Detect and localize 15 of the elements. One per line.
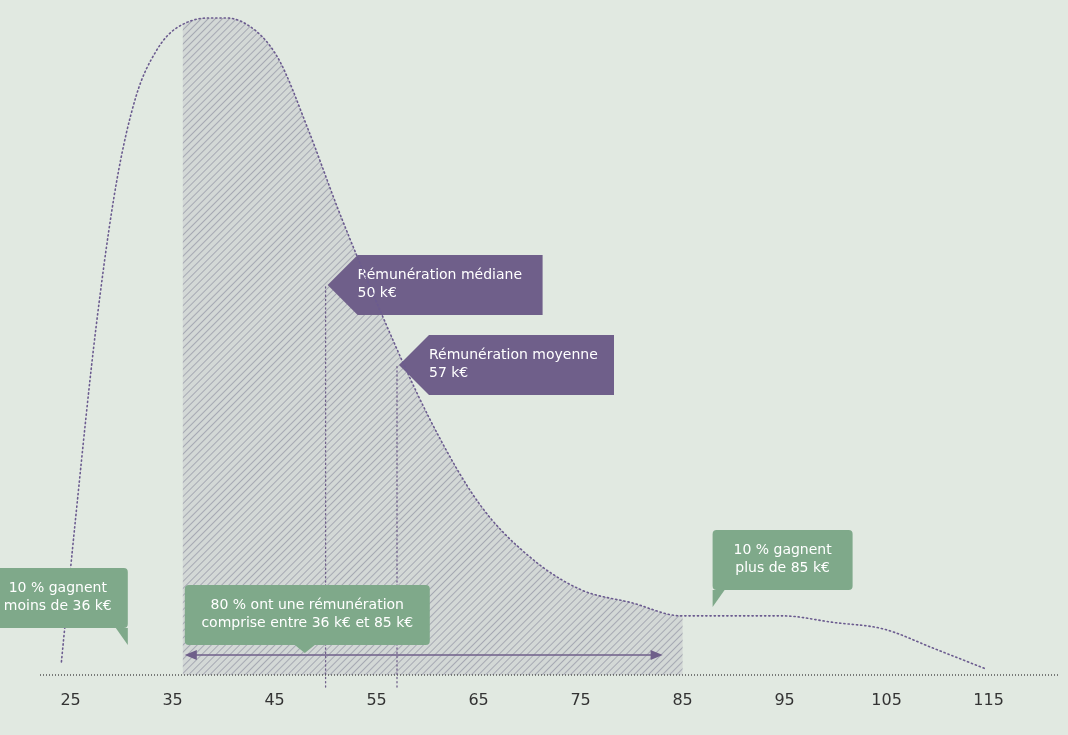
x-tick-label: 25 bbox=[60, 690, 81, 709]
x-tick-label: 95 bbox=[774, 690, 795, 709]
x-tick-label: 65 bbox=[468, 690, 489, 709]
x-tick-label: 105 bbox=[871, 690, 902, 709]
x-tick-label: 35 bbox=[162, 690, 183, 709]
ref-line-label: Rémunération moyenne 57 k€ bbox=[429, 346, 598, 380]
x-tick-label: 45 bbox=[264, 690, 285, 709]
band-label: 80 % ont une rémunération comprise entre 36 k€ et 85 k€ bbox=[201, 596, 414, 631]
ref-line-label: Rémunération médiane 50 k€ bbox=[357, 266, 523, 300]
x-tick-label: 55 bbox=[366, 690, 387, 709]
x-tick-label: 115 bbox=[973, 690, 1004, 709]
x-tick-label: 85 bbox=[672, 690, 693, 709]
annotation: 10 % gagnent moins de 36 k€ bbox=[3, 579, 112, 614]
x-tick-label: 75 bbox=[570, 690, 591, 709]
annotation: 10 % gagnent plus de 85 k€ bbox=[733, 541, 833, 576]
